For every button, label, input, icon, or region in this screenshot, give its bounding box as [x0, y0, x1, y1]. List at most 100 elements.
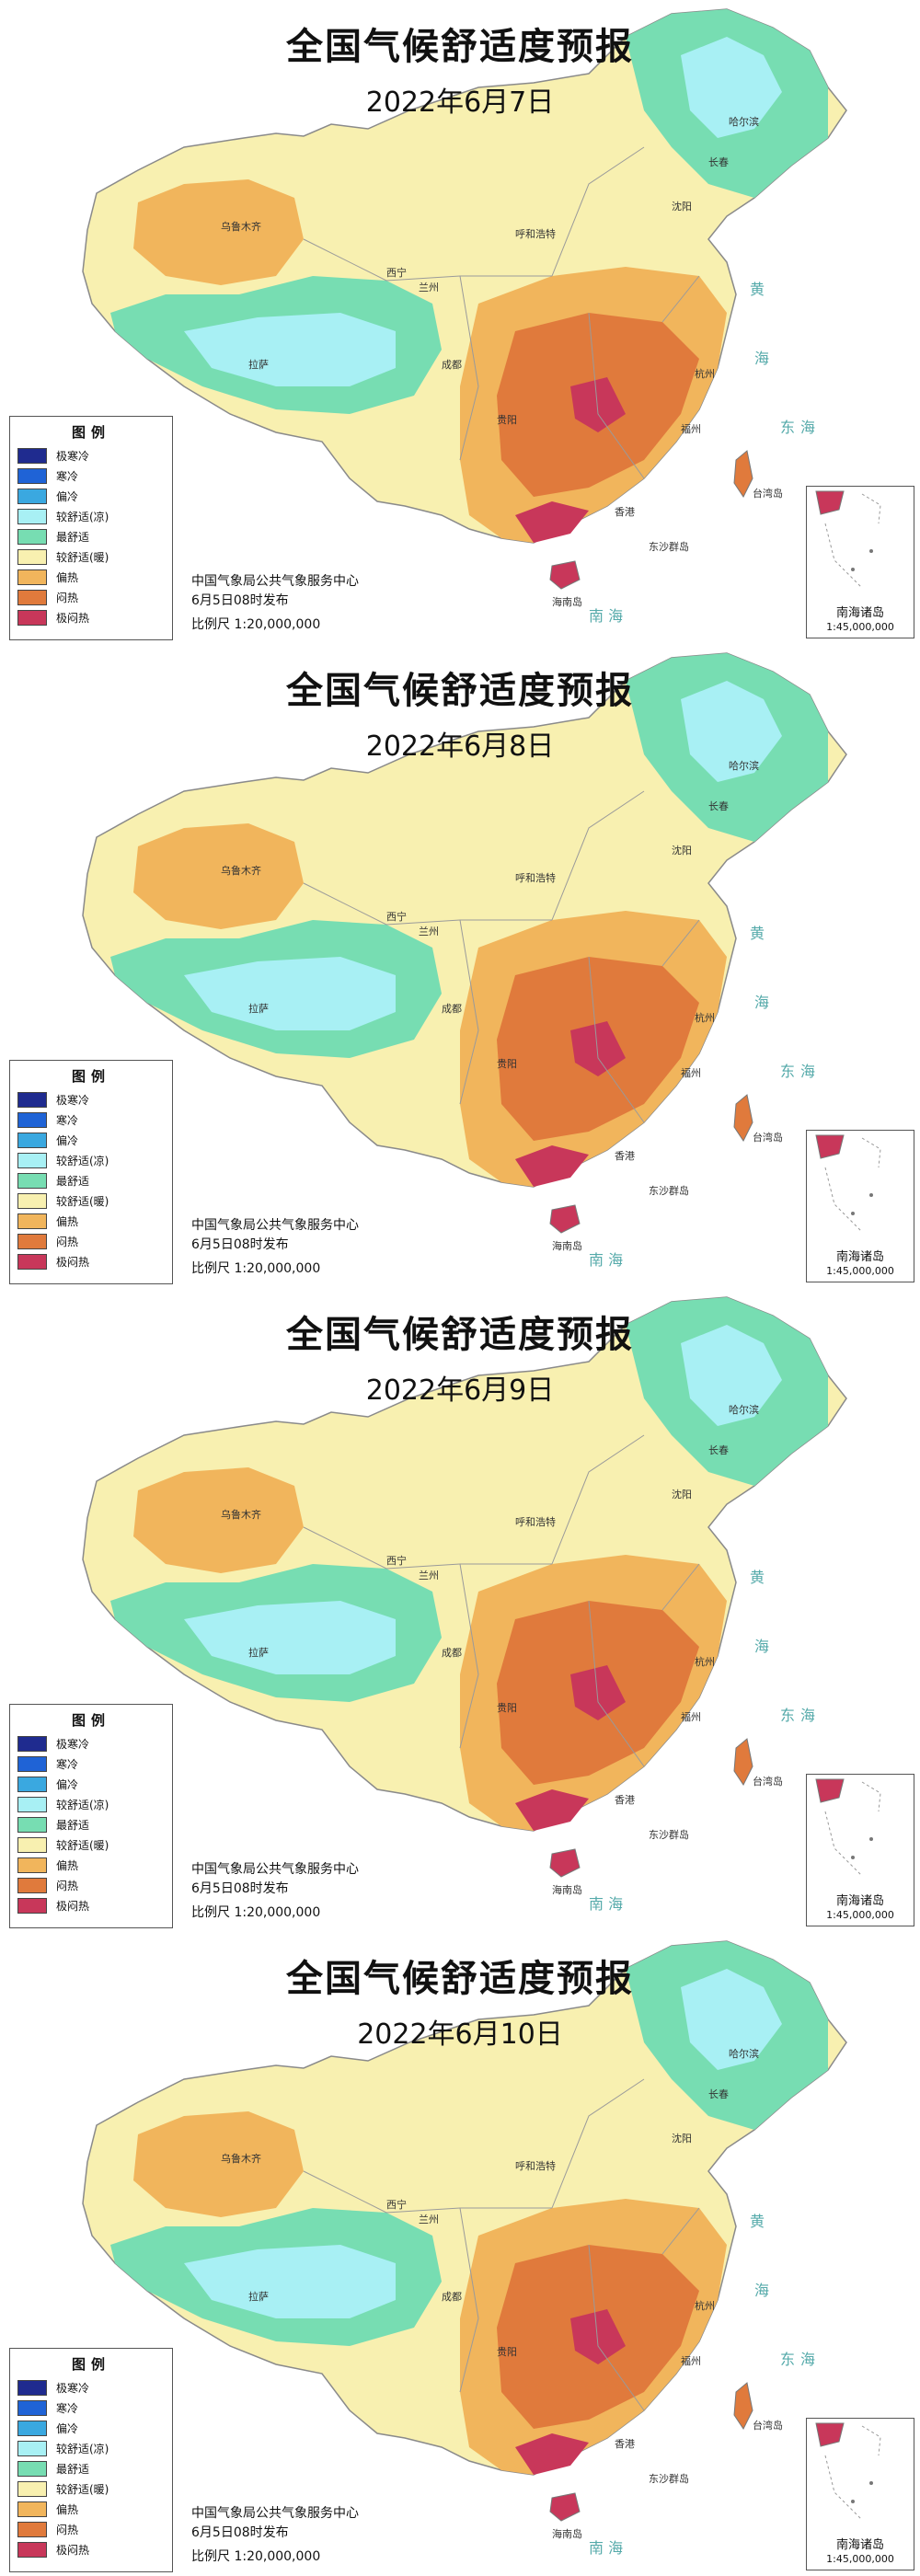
- place-label-xining: 西宁: [386, 2198, 407, 2211]
- legend-label: 极闷热: [56, 2543, 90, 2557]
- hainan-island: [549, 560, 581, 590]
- inset-scale: 1:45,000,000: [826, 1909, 894, 1921]
- legend-item: 较舒适(暖): [17, 1834, 165, 1855]
- legend-swatch: [17, 1213, 47, 1229]
- inset-name: 南海诸岛: [835, 2538, 884, 2552]
- source-agency: 中国气象局公共气象服务中心: [191, 574, 359, 589]
- inset-scale: 1:45,000,000: [826, 2553, 894, 2565]
- legend-swatch: [17, 1111, 47, 1128]
- place-label-fuzhou: 福州: [681, 422, 701, 435]
- region-plateau-cool: [184, 957, 396, 1030]
- inset-island: [869, 1193, 873, 1197]
- place-label-guiyang: 贵阳: [497, 1702, 517, 1714]
- legend-item: 偏冷: [17, 2418, 165, 2438]
- legend-item: 最舒适: [17, 1170, 165, 1190]
- legend-item: 极闷热: [17, 1251, 165, 1271]
- forecast-panel-2: 哈尔滨 长春 沈阳 呼和浩特 西宁 兰州 成都 贵阳 杭州 福州 香港 台湾岛 …: [0, 644, 920, 1288]
- place-label-lanzhou: 兰州: [419, 1570, 439, 1581]
- taiwan-island: [733, 1738, 753, 1786]
- place-label-hainan: 海南岛: [552, 595, 582, 608]
- legend-title: 图例: [71, 424, 110, 441]
- legend-label: 极寒冷: [56, 449, 90, 463]
- source-issued: 6月5日08时发布: [191, 1237, 289, 1252]
- place-label-chengdu: 成都: [442, 1647, 462, 1659]
- hainan-island: [549, 1204, 581, 1234]
- sea-label-sea2: 海: [800, 1063, 815, 1080]
- sea-label-east: 东: [780, 1707, 795, 1724]
- legend-label: 偏冷: [56, 1777, 79, 1791]
- inset-map: [815, 1778, 881, 1877]
- sea-label-sea: 海: [754, 1638, 769, 1655]
- place-label-dongsha: 东沙群岛: [649, 2472, 689, 2485]
- place-label-hongkong: 香港: [615, 506, 635, 518]
- place-label-chengdu: 成都: [442, 1003, 462, 1015]
- place-label-harbin: 哈尔滨: [729, 2047, 759, 2060]
- legend-item: 极寒冷: [17, 445, 165, 466]
- legend-title: 图例: [71, 1712, 110, 1729]
- legend-swatch: [17, 2399, 47, 2416]
- legend-label: 极闷热: [56, 1255, 90, 1269]
- place-label-taiwan: 台湾岛: [753, 2419, 783, 2432]
- inset-coast: [815, 2422, 845, 2447]
- region-xinjiang-hot: [133, 2111, 304, 2217]
- legend-item: 最舒适: [17, 2458, 165, 2478]
- place-label-lanzhou: 兰州: [419, 2214, 439, 2225]
- map-date: 2022年6月7日: [365, 86, 555, 119]
- inset-boundary: [861, 1137, 881, 1168]
- legend-item: 极寒冷: [17, 1089, 165, 1110]
- place-label-lanzhou: 兰州: [419, 282, 439, 293]
- legend-item: 闷热: [17, 1231, 165, 1251]
- legend-item: 较舒适(暖): [17, 2478, 165, 2499]
- source-info: 中国气象局公共气象服务中心 6月5日08时发布: [191, 572, 359, 611]
- legend-swatch: [17, 528, 47, 545]
- sea-label-yellow: 黄: [750, 2213, 765, 2230]
- legend-label: 偏热: [56, 1214, 79, 1228]
- legend-item: 极寒冷: [17, 2377, 165, 2398]
- sea-label-yellow: 黄: [750, 1569, 765, 1586]
- legend-swatch: [17, 1836, 47, 1853]
- legend-rows: 极寒冷 寒冷 偏冷 较舒适(凉) 最舒适 较舒适(暖) 偏热 闷热 极闷热: [17, 1733, 165, 1915]
- legend-label: 寒冷: [56, 1757, 79, 1771]
- place-label-shenyang: 沈阳: [672, 200, 692, 213]
- inset-scale: 1:45,000,000: [826, 621, 894, 633]
- legend-label: 极寒冷: [56, 2381, 90, 2395]
- inset-name: 南海诸岛: [835, 1250, 884, 1264]
- inset-island: [869, 549, 873, 553]
- place-label-hangzhou: 杭州: [695, 2299, 715, 2312]
- place-label-hangzhou: 杭州: [695, 1011, 715, 1024]
- legend-swatch: [17, 2521, 47, 2537]
- sea-label-south-sea: 南 海: [589, 2539, 623, 2557]
- legend-item: 闷热: [17, 1875, 165, 1895]
- legend-item: 最舒适: [17, 526, 165, 546]
- inset-boundary-2: [824, 1167, 863, 1233]
- place-label-harbin: 哈尔滨: [729, 115, 759, 128]
- map-title: 全国气候舒适度预报: [286, 1314, 634, 1356]
- south-china-sea-inset: 南海诸岛 1:45,000,000: [806, 1130, 914, 1282]
- legend-item: 较舒适(暖): [17, 546, 165, 567]
- legend-swatch: [17, 2480, 47, 2497]
- sea-label-sea: 海: [754, 2282, 769, 2299]
- sea-label-south-sea: 南 海: [589, 1895, 623, 1913]
- inset-name: 南海诸岛: [835, 606, 884, 620]
- legend-swatch: [17, 508, 47, 524]
- place-label-guiyang: 贵阳: [497, 414, 517, 426]
- legend-swatch: [17, 1755, 47, 1772]
- legend-item: 较舒适(暖): [17, 1190, 165, 1211]
- legend-swatch: [17, 589, 47, 605]
- legend-label: 较舒适(暖): [56, 550, 109, 564]
- legend-swatch: [17, 1192, 47, 1209]
- legend-swatch: [17, 2379, 47, 2396]
- legend-label: 偏热: [56, 1858, 79, 1872]
- inset-island-2: [851, 2500, 855, 2503]
- sea-label-yellow: 黄: [750, 281, 765, 298]
- place-label-hainan: 海南岛: [552, 1883, 582, 1896]
- china-comfort-map: 哈尔滨 长春 沈阳 呼和浩特 西宁 兰州 成都 贵阳 杭州 福州 香港 台湾岛 …: [82, 1296, 847, 1913]
- inset-map: [815, 1134, 881, 1233]
- place-label-hohhot: 呼和浩特: [515, 871, 556, 884]
- place-label-hongkong: 香港: [615, 1794, 635, 1806]
- place-label-lhasa: 拉萨: [248, 1646, 269, 1659]
- place-label-changchun: 长春: [708, 1444, 729, 1456]
- legend-swatch: [17, 1796, 47, 1812]
- legend-label: 极寒冷: [56, 1737, 90, 1751]
